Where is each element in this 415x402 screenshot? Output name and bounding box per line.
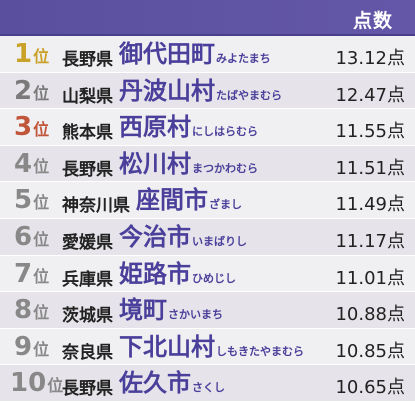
city-name: 丹波山村 [119, 76, 215, 105]
rank-number: 8 [14, 295, 33, 326]
prefecture-name: 山梨県 [62, 86, 113, 107]
rank-suffix: 位 [33, 339, 50, 359]
rank-number: 1 [14, 39, 33, 69]
prefecture-name: 神奈川県 [62, 196, 130, 217]
prefecture-name: 熊本県 [62, 123, 113, 144]
rank-number: 4 [14, 148, 33, 179]
score-value: 11.55点 [335, 121, 405, 143]
score-value: 13.12点 [335, 48, 405, 69]
table-row: 4 位長野県 松川村 まつかわむら 11.51点 [0, 145, 415, 183]
city-reading: いまばりし [192, 235, 247, 248]
rank-suffix: 位 [33, 193, 50, 213]
prefecture-name: 長野県 [62, 50, 113, 70]
table-row: 3 位熊本県 西原村 にしはらむら 11.55点 [0, 109, 415, 146]
city-reading: にしはらむら [192, 125, 258, 139]
city-name: 下北山村 [119, 332, 215, 361]
city-name: 御代田町 [119, 40, 215, 68]
rank-suffix: 位 [33, 303, 50, 323]
city-cell: 姫路市 ひめじし [119, 259, 236, 289]
city-name: 姫路市 [119, 259, 191, 288]
city-name: 今治市 [119, 223, 191, 251]
score-value: 11.01点 [335, 267, 405, 289]
city-reading: みよたまち [216, 52, 271, 65]
table-row: 8 位茨城県 境町 さかいまち 10.88点 [0, 292, 415, 329]
city-name: 座間市 [136, 186, 208, 215]
city-cell: 下北山村 しもきたやまむら [119, 332, 304, 362]
score-value: 10.88点 [335, 304, 405, 326]
rank-number: 9 [14, 331, 33, 362]
city-cell: 御代田町 みよたまち [119, 39, 271, 69]
prefecture-name: 長野県 [62, 379, 113, 400]
prefecture-name: 長野県 [62, 159, 113, 180]
city-reading: さかいまち [168, 308, 223, 322]
rank-number: 6 [14, 222, 33, 252]
city-cell: 丹波山村 たばやまむら [119, 76, 282, 106]
rank-suffix: 位 [33, 83, 50, 103]
city-reading: しもきたやまむら [216, 344, 304, 358]
prefecture-name: 兵庫県 [62, 269, 113, 290]
rank-number: 10 [10, 368, 47, 399]
table-header: 点数 [0, 0, 415, 36]
city-cell: 松川村 まつかわむら [119, 149, 258, 179]
city-cell: 今治市 いまばりし [119, 222, 247, 252]
city-cell: 境町 さかいまち [119, 295, 223, 325]
score-column-header: 点数 [352, 10, 393, 32]
rank-suffix: 位 [33, 230, 50, 249]
prefecture-name: 奈良県 [62, 342, 113, 363]
prefecture-name: 愛媛県 [62, 233, 113, 253]
city-reading: さくし [192, 381, 225, 395]
city-reading: ひめじし [192, 271, 236, 285]
city-name: 境町 [119, 296, 167, 325]
table-row: 9 位奈良県 下北山村 しもきたやまむら 10.85点 [0, 328, 415, 366]
rank-number: 3 [14, 112, 33, 143]
table-row: 1 位長野県 御代田町 みよたまち 13.12点 [0, 36, 415, 73]
score-value: 11.17点 [335, 231, 405, 252]
city-reading: まつかわむら [192, 161, 258, 175]
city-cell: 座間市 ざまし [136, 185, 242, 215]
city-cell: 佐久市 さくし [119, 368, 225, 398]
city-reading: ざまし [209, 198, 242, 212]
rank-suffix: 位 [33, 47, 50, 66]
prefecture-name: 茨城県 [62, 306, 113, 327]
score-value: 11.51点 [335, 157, 405, 179]
rank-suffix: 位 [47, 376, 64, 396]
table-row: 5 位神奈川県 座間市 ざまし 11.49点 [0, 182, 415, 219]
rank-number: 2 [14, 75, 33, 106]
city-name: 松川村 [119, 149, 191, 178]
rank-cell: 10 位 [10, 366, 63, 402]
rank-number: 5 [14, 185, 33, 216]
table-row: 10 位長野県 佐久市 さくし 10.65点 [0, 365, 415, 402]
score-value: 10.65点 [335, 377, 405, 399]
rank-number: 7 [14, 258, 33, 289]
rank-suffix: 位 [33, 120, 50, 140]
rank-suffix: 位 [33, 266, 50, 286]
table-row: 2 位山梨県 丹波山村 たばやまむら 12.47点 [0, 72, 415, 110]
score-value: 10.85点 [335, 340, 405, 362]
rank-suffix: 位 [33, 156, 50, 176]
city-name: 西原村 [119, 113, 191, 142]
city-name: 佐久市 [119, 369, 191, 398]
score-value: 12.47点 [335, 84, 405, 106]
city-reading: たばやまむら [216, 88, 282, 102]
city-cell: 西原村 にしはらむら [119, 112, 258, 142]
table-row: 7 位兵庫県 姫路市 ひめじし 11.01点 [0, 255, 415, 293]
table-row: 6 位愛媛県 今治市 いまばりし 11.17点 [0, 219, 415, 256]
score-value: 11.49点 [335, 194, 405, 216]
